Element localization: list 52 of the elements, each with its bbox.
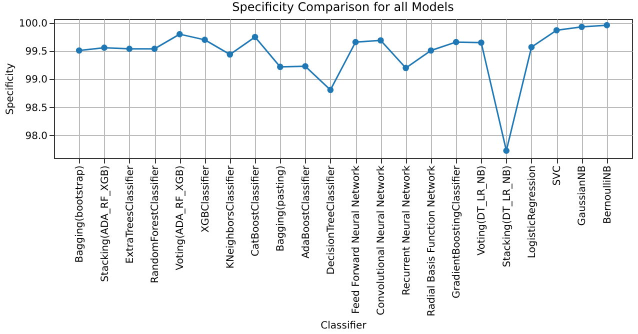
x-tick-label: GaussianNB xyxy=(577,165,588,226)
x-tick-label: DecisionTreeClassifier xyxy=(326,164,337,275)
point xyxy=(151,46,158,52)
point xyxy=(76,47,82,54)
y-axis-title: Specificity xyxy=(4,63,16,115)
point xyxy=(402,64,409,72)
x-tick-label: CatBoostClassifier xyxy=(250,164,262,256)
x-tick-label: Bagging(bootstrap) xyxy=(74,165,86,263)
y-tick-label: 99.0 xyxy=(25,74,48,86)
point xyxy=(352,38,359,46)
point xyxy=(327,86,334,94)
x-tick-label: SVC xyxy=(552,165,564,186)
x-tick-label: Convolutional Neural Network xyxy=(376,165,388,316)
x-tick-label: Radial Basis Function Network xyxy=(426,165,438,316)
point xyxy=(277,64,284,70)
x-tick-label: XGBClassifier xyxy=(200,164,212,232)
point xyxy=(503,148,510,154)
y-tick-label: 98.5 xyxy=(25,102,48,114)
point xyxy=(428,47,434,54)
x-tick-label: Stacking(DT_LR_NB) xyxy=(502,165,513,268)
point xyxy=(452,38,460,46)
x-tick-label: BernoulliNB xyxy=(602,165,614,224)
x-tick-label: Feed Forward Neural Network xyxy=(351,165,362,314)
chart-title: Specificity Comparison for all Models xyxy=(232,0,454,14)
point xyxy=(252,34,258,40)
x-tick-label: RandomForestClassifier xyxy=(150,164,162,284)
point xyxy=(528,44,535,50)
x-tick-label: Recurrent Neural Network xyxy=(401,165,412,296)
x-tick-label: GradientBoostingClassifier xyxy=(452,164,463,298)
x-tick-label: LogisticRegression xyxy=(526,166,538,258)
y-tick-label: 98.0 xyxy=(25,130,48,142)
point xyxy=(176,31,183,38)
point xyxy=(101,44,108,51)
x-tick-label: AdaBoostClassifier xyxy=(300,164,312,259)
point xyxy=(302,63,308,70)
y-tick-label: 99.5 xyxy=(25,46,48,58)
x-tick-label: Stacking(ADA_RF_XGB) xyxy=(100,165,111,282)
point xyxy=(478,39,484,46)
point xyxy=(553,27,560,34)
x-axis-title: Classifier xyxy=(320,320,368,332)
point xyxy=(126,46,133,52)
point xyxy=(202,36,208,43)
x-tick-label: Bagging(pasting) xyxy=(276,165,287,252)
point xyxy=(226,51,234,58)
y-tick-label: 100.0 xyxy=(18,18,48,30)
x-tick-label: Voting(ADA_RF_XGB) xyxy=(175,165,186,270)
x-tick-label: KNeighborsClassifier xyxy=(225,164,236,269)
point xyxy=(378,37,384,44)
point xyxy=(578,24,585,30)
x-tick-label: ExtraTreesClassifier xyxy=(124,164,136,264)
x-tick-label: Voting(DT_LR_NB) xyxy=(476,165,488,256)
point xyxy=(604,22,610,28)
